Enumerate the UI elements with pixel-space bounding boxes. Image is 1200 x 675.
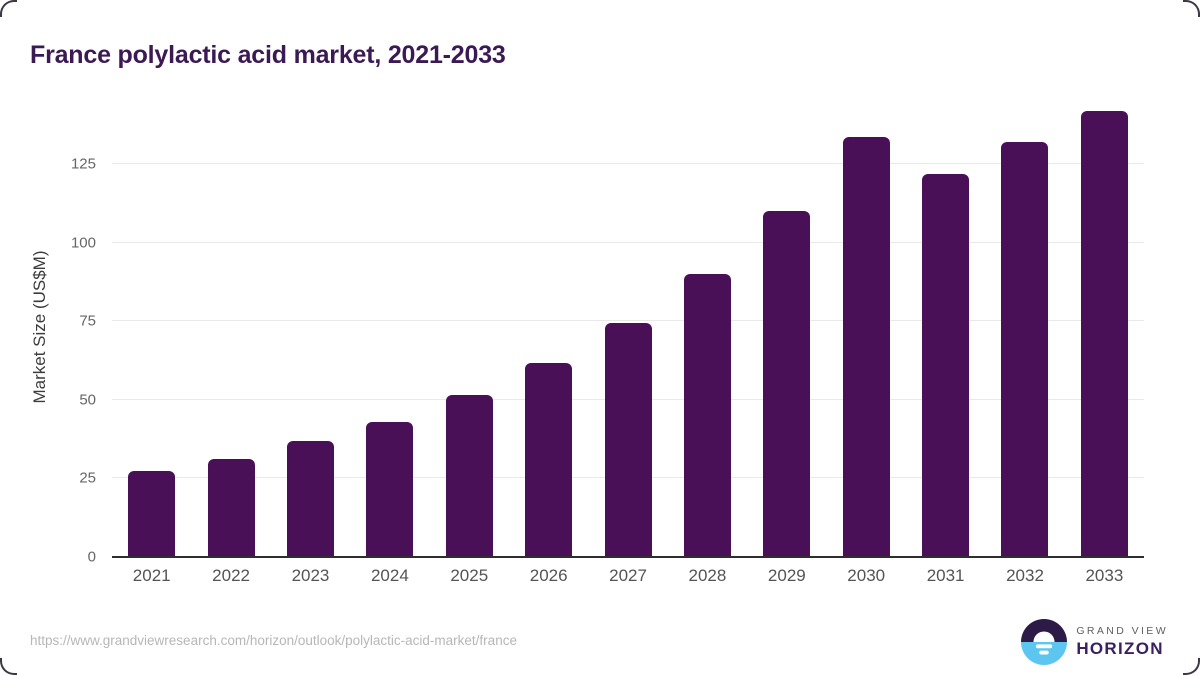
y-tick-label: 25 [79,469,96,487]
gridline [112,163,1144,165]
x-axis-labels: 2021 2022 2023 2024 2025 2026 2027 2028 2029 2030… [112,566,1144,586]
bar-slot [350,98,429,557]
card-corner [0,0,17,17]
x-axis-label: 2022 [212,566,250,585]
bar-slot [1065,98,1144,557]
x-axis-label: 2033 [1085,566,1124,585]
y-tick-label: 50 [79,391,96,409]
x-axis-label: 2027 [609,566,647,585]
bar-2031[interactable] [922,174,970,557]
y-tick-labels: 0 25 50 75 100 125 [0,98,96,566]
x-axis-label: 2031 [926,566,965,585]
bar-2021[interactable] [128,470,176,557]
bar-slot [985,98,1064,557]
x-axis-label: 2024 [370,566,409,585]
bar-2030[interactable] [842,137,890,557]
plot-area [112,98,1144,558]
x-axis-label: 2029 [767,566,806,585]
bar-2029[interactable] [763,211,811,557]
bar-2022[interactable] [207,458,255,557]
y-tick-label: 0 [87,548,96,566]
x-axis-label: 2025 [450,566,489,585]
brand-name-top: GRAND VIEW [1076,625,1168,637]
bars [112,98,1144,557]
bar-slot [509,98,588,557]
x-axis-line [112,556,1144,558]
card-corner [1183,0,1200,17]
y-tick-label: 75 [79,312,96,330]
x-axis-label: 2032 [1006,566,1044,585]
source-url: https://www.grandviewresearch.com/horizo… [30,633,517,648]
brand-logo: GRAND VIEW HORIZON [1021,619,1168,665]
bar-2023[interactable] [286,441,334,557]
bar-2024[interactable] [366,421,414,557]
bar-slot [588,98,667,557]
bar-2027[interactable] [604,322,652,557]
bar-2026[interactable] [525,363,573,557]
y-tick-label: 100 [70,234,96,252]
bar-2025[interactable] [445,395,493,557]
bar-2028[interactable] [683,274,731,557]
bar-slot [668,98,747,557]
horizon-logo-icon [1021,619,1068,665]
x-axis-label: 2023 [291,566,330,585]
x-axis-label: 2026 [529,566,568,585]
bar-slot [191,98,270,557]
card-corner [0,658,17,675]
gridline [112,241,1144,243]
bar-slot [827,98,906,557]
x-axis-label: 2028 [688,566,727,585]
x-axis-label: 2030 [847,566,886,585]
brand-name-bottom: HORIZON [1076,639,1164,658]
bar-slot [906,98,985,557]
card-corner [1183,658,1200,675]
bar-2032[interactable] [1001,142,1049,557]
bar-slot [430,98,509,557]
bar-2033[interactable] [1080,110,1128,557]
bar-slot [112,98,191,557]
y-tick-label: 125 [70,155,96,173]
bar-slot [271,98,350,557]
brand-wordmark: GRAND VIEW HORIZON [1076,625,1168,659]
gridline [112,320,1144,322]
x-axis-label: 2021 [132,566,171,585]
bar-slot [747,98,826,557]
chart-title: France polylactic acid market, 2021-2033 [30,40,506,69]
